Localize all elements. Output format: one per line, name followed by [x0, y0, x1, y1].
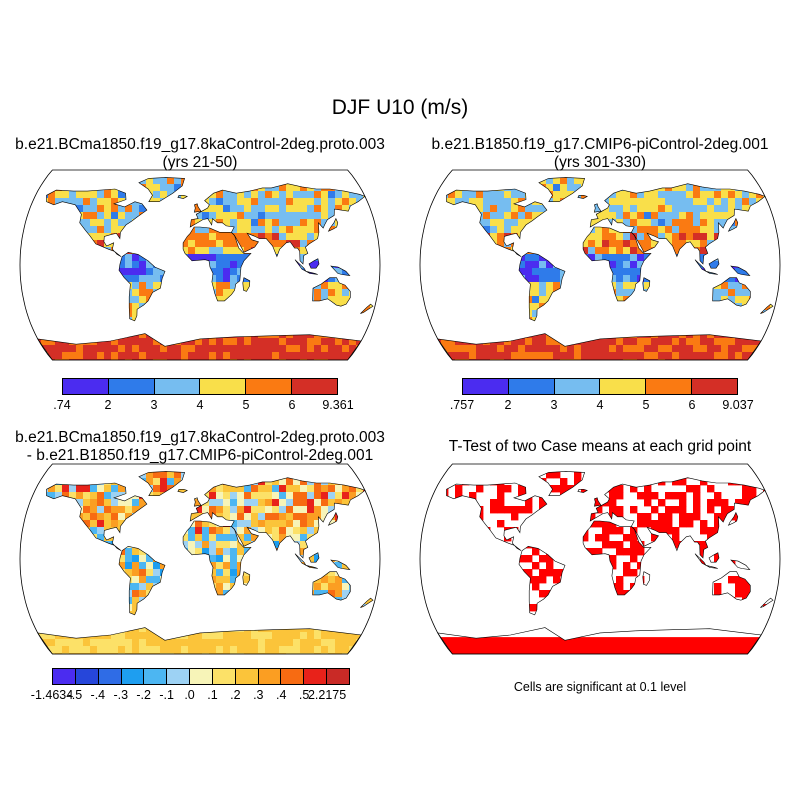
colorbar-label: -.3 [113, 688, 129, 702]
panel-3-title-line2: - b.e21.B1850.f19_g17.CMIP6-piControl-2d… [26, 447, 374, 464]
coastlines [437, 177, 774, 361]
colorbar-label: .2 [230, 688, 241, 702]
colorbar-box [167, 669, 191, 684]
colorbar-label: 5 [642, 398, 650, 412]
colorbar-label: 6 [288, 398, 296, 412]
map-outline [419, 169, 781, 361]
map-panel-2 [419, 169, 781, 361]
colorbar-box [554, 379, 601, 394]
colorbar-box [463, 379, 509, 394]
coastlines [437, 471, 774, 655]
colorbar-label: 4 [196, 398, 204, 412]
colorbar-box [212, 669, 236, 684]
colorbar-box [144, 669, 168, 684]
figure-title: DJF U10 (m/s) [331, 96, 469, 119]
panel-4-title: T-Test of two Case means at each grid po… [400, 438, 800, 456]
colorbar-box [200, 379, 247, 394]
colorbar-panel-2 [462, 378, 738, 395]
colorbar-box [108, 379, 155, 394]
panel-1-title-line2: (yrs 21-50) [162, 154, 238, 171]
panel-2-title-line1: b.e21.B1850.f19_g17.CMIP6-piControl-2deg… [431, 136, 769, 153]
colorbar-label: -.1 [159, 688, 174, 702]
colorbar-label: 9.037 [722, 398, 754, 412]
colorbar-panel-3 [52, 668, 350, 685]
colorbar-box [190, 669, 213, 684]
colorbar-box [292, 379, 337, 394]
map-outline [19, 169, 381, 361]
colorbar-box [63, 379, 109, 394]
colorbar-box [304, 669, 328, 684]
colorbar-box [246, 379, 293, 394]
colorbar-label: .0 [184, 688, 195, 702]
colorbar-box [154, 379, 201, 394]
colorbar-label: .757 [449, 398, 475, 412]
map-panel-1 [19, 169, 381, 361]
map-outline [19, 463, 381, 655]
panel-1-title: b.e21.BCma1850.f19_g17.8kaControl-2deg.p… [0, 136, 400, 172]
map-panel-4 [419, 463, 781, 655]
colorbar-labels-panel-1: .74 2 3 4 5 6 9.361 [53, 398, 353, 414]
colorbar-box [121, 669, 145, 684]
map-outline [419, 463, 781, 655]
panel-2-title-line2: (yrs 301-330) [553, 154, 647, 171]
colorbar-box [508, 379, 555, 394]
colorbar-label: 4 [596, 398, 604, 412]
colorbar-panel-1 [62, 378, 338, 395]
colorbar-label: -.5 [67, 688, 83, 702]
colorbar-label: 3 [150, 398, 158, 412]
colorbar-box [235, 669, 259, 684]
colorbar-labels-panel-3: -1.4634 -.5 -.4 -.3 -.2 -.1 .0 .1 .2 .3 .4 .5 2.2175 [31, 688, 350, 704]
colorbar-box [258, 669, 282, 684]
significance-note: Cells are significant at 0.1 level [513, 680, 687, 694]
colorbar-labels-panel-2: .757 2 3 4 5 6 9.037 [450, 398, 754, 414]
colorbar-label: 5 [242, 398, 250, 412]
colorbar-label: .3 [253, 688, 264, 702]
land-field [437, 471, 773, 654]
colorbar-label: 2 [104, 398, 112, 412]
colorbar-box [600, 379, 647, 394]
colorbar-label: .74 [53, 398, 71, 412]
colorbar-box [646, 379, 693, 394]
colorbar-label: 2 [504, 398, 512, 412]
panel-2-title: b.e21.B1850.f19_g17.CMIP6-piControl-2deg… [400, 136, 800, 172]
colorbar-box [98, 669, 122, 684]
colorbar-box [53, 669, 76, 684]
colorbar-label: 9.361 [322, 398, 354, 412]
colorbar-box [692, 379, 737, 394]
colorbar-label: 3 [550, 398, 558, 412]
colorbar-box [75, 669, 99, 684]
colorbar-label: .5 [298, 688, 310, 702]
colorbar-box [281, 669, 305, 684]
panel-1-title-line1: b.e21.BCma1850.f19_g17.8kaControl-2deg.p… [15, 136, 385, 153]
panel-3-title: b.e21.BCma1850.f19_g17.8kaControl-2deg.p… [0, 429, 400, 465]
panel-4-title-line1: T-Test of two Case means at each grid po… [448, 438, 752, 455]
colorbar-label: 2.2175 [307, 688, 347, 702]
panel-3-title-line1: b.e21.BCma1850.f19_g17.8kaControl-2deg.p… [15, 429, 385, 446]
colorbar-label: -.4 [90, 688, 106, 702]
colorbar-box [327, 669, 349, 684]
coastlines [37, 177, 374, 361]
colorbar-label: -1.4634 [30, 688, 74, 702]
colorbar-label: .1 [207, 688, 218, 702]
colorbar-label: 6 [688, 398, 696, 412]
colorbar-label: .4 [276, 688, 287, 702]
colorbar-label: -.2 [136, 688, 151, 702]
map-panel-3 [19, 463, 381, 655]
